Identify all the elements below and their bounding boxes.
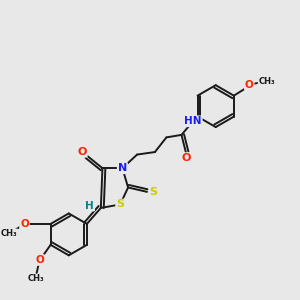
Text: O: O (20, 219, 29, 229)
Text: O: O (181, 153, 190, 163)
Text: CH₃: CH₃ (258, 77, 275, 86)
Text: CH₃: CH₃ (1, 229, 18, 238)
Text: CH₃: CH₃ (28, 274, 44, 284)
Text: S: S (116, 200, 124, 209)
Text: S: S (149, 187, 158, 197)
Text: O: O (245, 80, 254, 90)
Text: O: O (77, 147, 87, 157)
Text: H: H (85, 201, 94, 211)
Text: HN: HN (184, 116, 202, 126)
Text: N: N (118, 163, 127, 173)
Text: O: O (35, 255, 44, 265)
